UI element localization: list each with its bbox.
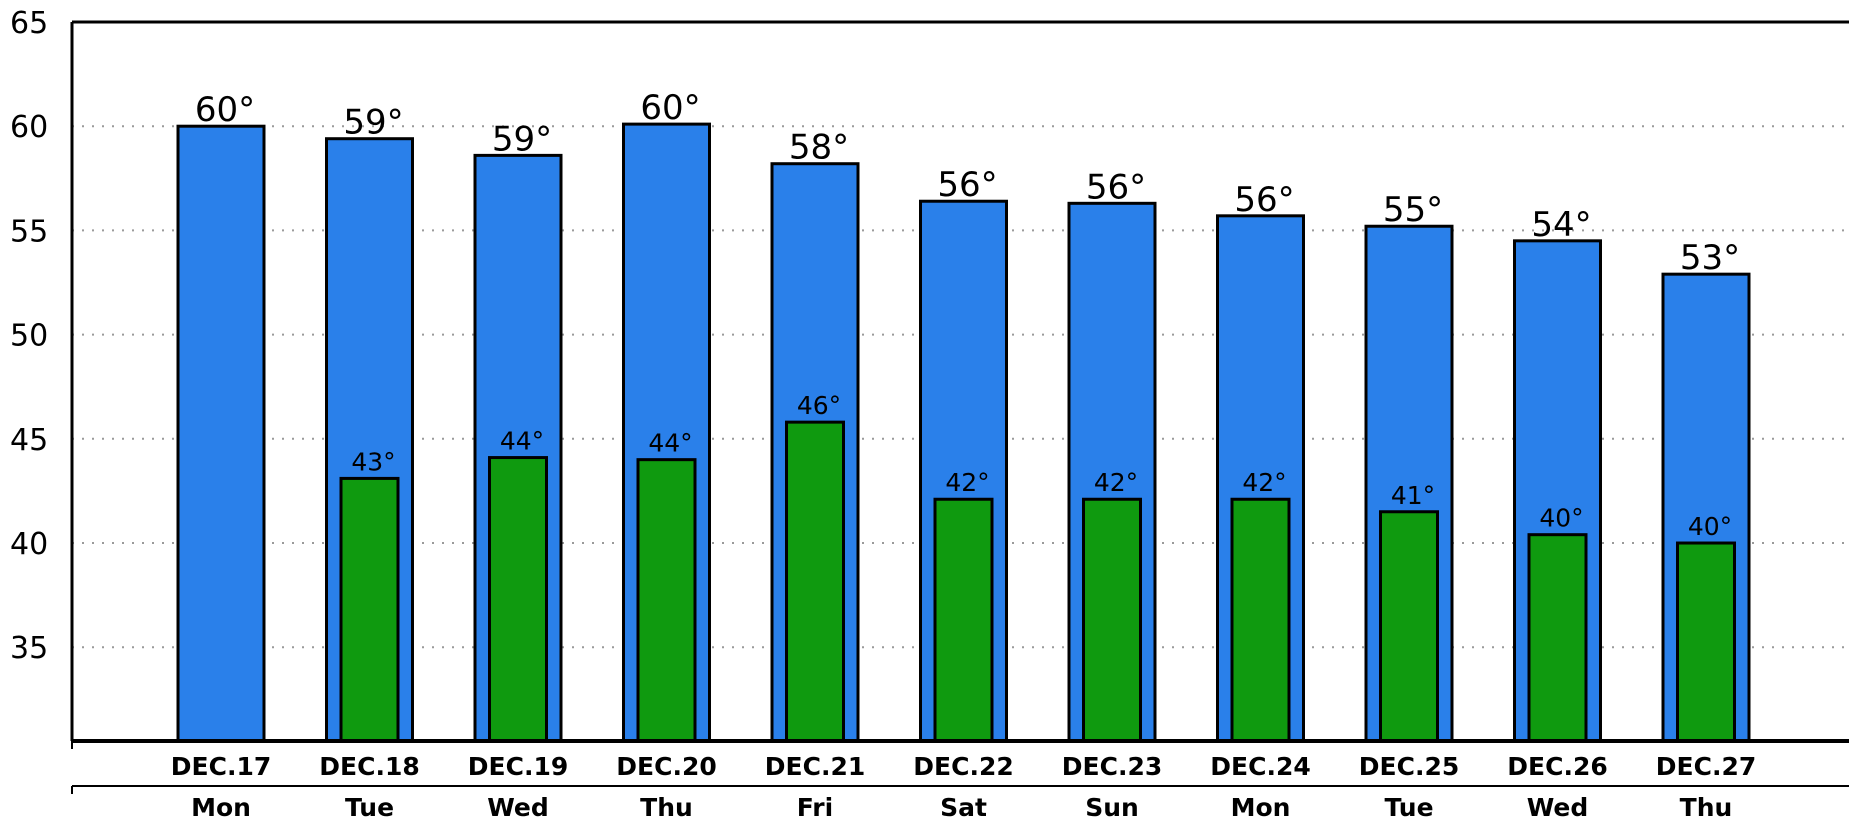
high-value-label: 53° (1680, 238, 1740, 278)
x-tick-label: DEC.24 (1210, 752, 1310, 781)
high-value-label: 58° (789, 128, 849, 168)
low-bar (1082, 497, 1142, 743)
y-tick-label: 55 (10, 214, 48, 249)
low-bar (933, 497, 994, 743)
high-value-label: 55° (1383, 190, 1443, 230)
x-tick-label: DEC.21 (765, 752, 865, 781)
weekday-label: Mon (1231, 793, 1291, 821)
x-tick-label: DEC.22 (913, 752, 1013, 781)
low-value-label: 43° (351, 447, 395, 476)
high-value-label: 59° (343, 103, 403, 143)
low-bar (636, 458, 697, 743)
axes: 35 40 45 50 55 60 65 DEC.17 Mon DEC.18 Tue DEC.19 We… (10, 6, 1849, 821)
weekday-label: Sun (1085, 793, 1139, 821)
weekday-label: Mon (191, 793, 251, 821)
x-tick-label: DEC.23 (1062, 752, 1162, 781)
weekday-label: Tue (345, 793, 394, 821)
x-tick-label: DEC.20 (616, 752, 716, 781)
y-tick-label: 60 (10, 110, 48, 145)
high-bar (176, 124, 266, 743)
y-tick-label: 35 (10, 631, 48, 666)
weekday-label: Wed (1527, 793, 1589, 821)
weekday-label: Fri (797, 793, 833, 821)
x-tick-label: DEC.17 (171, 752, 271, 781)
low-value-label: 40° (1539, 504, 1583, 533)
y-tick-label: 40 (10, 527, 48, 562)
low-value-label: 46° (797, 391, 841, 420)
low-value-label: 42° (945, 468, 989, 497)
x-tick-label: DEC.27 (1656, 752, 1756, 781)
x-tick-label: DEC.18 (319, 752, 419, 781)
low-value-label: 42° (1094, 468, 1138, 497)
low-value-label: 41° (1391, 481, 1435, 510)
high-value-label: 60° (195, 90, 255, 130)
x-tick-label: DEC.19 (468, 752, 568, 781)
low-value-label: 44° (648, 429, 692, 458)
low-bar (339, 476, 400, 743)
x-tick-label: DEC.25 (1359, 752, 1459, 781)
low-bar (488, 456, 548, 743)
high-value-label: 60° (640, 88, 700, 128)
low-value-label: 42° (1242, 468, 1286, 497)
weekday-label: Thu (640, 793, 693, 821)
weekday-label: Thu (1680, 793, 1733, 821)
low-bar (1379, 510, 1439, 743)
low-bar (785, 420, 845, 743)
y-tick-label: 50 (10, 319, 48, 354)
bars (176, 122, 1751, 743)
high-value-label: 59° (492, 119, 552, 159)
high-value-label: 56° (1234, 180, 1294, 220)
x-tick-label: DEC.26 (1507, 752, 1607, 781)
low-bar (1527, 533, 1588, 743)
weekday-label: Sat (940, 793, 987, 821)
high-value-label: 54° (1531, 205, 1591, 245)
high-value-label: 56° (1086, 167, 1146, 207)
low-value-label: 40° (1688, 512, 1732, 541)
weekday-label: Tue (1384, 793, 1433, 821)
y-tick-label: 65 (10, 6, 48, 41)
weekday-label: Wed (487, 793, 549, 821)
low-bar (1676, 541, 1736, 743)
high-value-label: 56° (937, 165, 997, 205)
value-labels: 60° 59° 43° 59° 44° 60° 44° 58° 46° 56° 42° 56° 42° 5… (195, 88, 1740, 541)
low-bar (1230, 497, 1291, 743)
y-tick-label: 45 (10, 423, 48, 458)
low-value-label: 44° (500, 427, 544, 456)
